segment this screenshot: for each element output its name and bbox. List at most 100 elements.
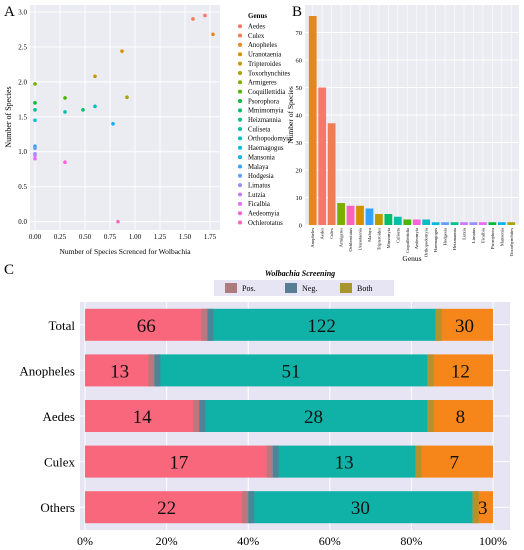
panel-b-y-axis-label: Number of Species <box>286 86 295 144</box>
x-tick-label: Limatus <box>471 228 476 243</box>
panel-b-y-ticks: 0 10 20 30 40 50 60 70 <box>296 30 303 230</box>
x-tick-label: Orthopodomyia <box>424 228 429 257</box>
y-tick-label: 2.5 <box>18 43 27 51</box>
x-tick-label: 40% <box>237 534 259 548</box>
legend-swatch <box>238 155 242 160</box>
legend-swatch <box>238 70 242 75</box>
scatter-point <box>63 96 67 100</box>
scatter-point <box>211 32 215 37</box>
legend-swatch <box>238 24 242 29</box>
x-tick-label: Culiseta <box>395 228 400 243</box>
legend-entry: Pos. <box>242 284 256 293</box>
legend-swatch <box>238 99 242 103</box>
scatter-point <box>33 146 37 151</box>
bar-segment <box>427 354 493 387</box>
legend-entry: Culiseta <box>248 126 270 133</box>
scatter-point <box>33 156 37 161</box>
legend-entry: Aedes <box>248 24 265 31</box>
bar <box>412 219 421 225</box>
legend-swatch <box>285 283 297 293</box>
x-tick-label: Aedeomyia <box>414 228 419 249</box>
x-tick-label: Armigeres <box>339 228 344 248</box>
legend-swatch <box>340 283 352 293</box>
y-tick-label: 40 <box>296 113 303 120</box>
legend-swatch <box>238 127 242 132</box>
bar-segment-edge <box>427 400 434 432</box>
legend-entry: Neg. <box>302 284 317 293</box>
y-tick-label: 0.5 <box>18 183 27 191</box>
x-tick-label: Coquillettidia <box>405 228 410 253</box>
bar-segment <box>248 491 473 524</box>
data-label: 22 <box>157 498 176 519</box>
bar-segment <box>415 445 493 478</box>
legend-entry: Ochlerotatus <box>248 220 283 227</box>
x-tick-label: Hodgesia <box>443 228 448 245</box>
legend-swatch <box>238 61 242 66</box>
bar <box>393 216 402 225</box>
panel-b-bar-chart: 0 10 20 30 40 50 60 70 Anopheles Aedes Culex Armig… <box>286 5 519 263</box>
x-tick-label: 0.00 <box>29 233 42 241</box>
x-tick-label: Lutzia <box>462 228 467 240</box>
y-tick-label: Total <box>48 318 75 333</box>
legend-entry: Uranotaenia <box>248 52 281 59</box>
legend-entry: Coquillettidia <box>248 89 285 96</box>
x-tick-label: Culex <box>329 227 334 239</box>
bar-segment-edge <box>154 354 161 387</box>
bar <box>318 87 327 225</box>
y-tick-label: 60 <box>296 58 303 65</box>
data-label: 3 <box>478 498 488 519</box>
bar <box>337 203 345 225</box>
bar-segment <box>85 308 208 341</box>
legend-swatch <box>238 89 242 94</box>
panel-a-y-axis-label: Number of Species <box>4 86 13 147</box>
legend-entry: Psorophora <box>248 98 279 105</box>
x-tick-label: Uranotaenia <box>358 228 363 250</box>
data-label: 12 <box>451 361 470 382</box>
panel-c-legend: Wolbachia Screening Pos. Neg. Both <box>214 269 394 296</box>
scatter-point <box>33 118 37 123</box>
legend-swatch <box>238 80 242 85</box>
legend-swatch <box>238 33 242 38</box>
y-tick-label: 0.0 <box>18 218 27 226</box>
legend-swatch <box>225 283 237 293</box>
bar <box>422 219 431 225</box>
panel-a-points <box>33 13 215 224</box>
data-label: 28 <box>304 407 323 428</box>
y-tick-label: Others <box>40 500 75 515</box>
legend-entry: Lutzia <box>248 192 265 199</box>
panel-a-legend: Genus Aedes Culex Anopheles Uranotaenia Trip… <box>238 12 291 227</box>
panel-a-x-ticks: 0.00 0.25 0.50 0.75 1.00 1.25 1.50 1.75 <box>29 233 217 241</box>
y-tick-label: Aedes <box>43 409 76 424</box>
data-label: 13 <box>335 453 354 474</box>
bar-segment <box>207 308 436 341</box>
x-tick-label: 1.25 <box>154 233 167 241</box>
bar <box>488 222 497 225</box>
data-label: 17 <box>169 453 188 474</box>
scatter-point <box>203 13 207 18</box>
bar <box>431 222 440 225</box>
legend-swatch <box>238 136 242 141</box>
scatter-point <box>33 153 37 158</box>
y-tick-label: 1.0 <box>18 148 27 156</box>
x-tick-label: 60% <box>319 534 341 548</box>
scatter-point <box>93 104 97 109</box>
bar <box>469 222 478 225</box>
bar <box>346 205 355 225</box>
x-tick-label: 80% <box>400 534 422 548</box>
legend-swatch <box>238 173 242 178</box>
bar-segment-edge <box>207 308 214 341</box>
legend-entry: Mansonia <box>248 154 275 161</box>
data-label: 8 <box>456 407 466 428</box>
bar <box>356 205 364 225</box>
scatter-point <box>191 17 195 21</box>
legend-entry: Tripteroides <box>248 61 281 68</box>
legend-swatch <box>238 211 242 216</box>
data-label: 30 <box>455 316 474 337</box>
legend-entry: Aedeomyia <box>248 211 279 218</box>
panel-b-grid <box>305 5 519 226</box>
scatter-point <box>63 160 67 165</box>
legend-entry: Limatus <box>248 182 271 189</box>
panel-a-x-axis-label: Number of Species Screnced for Wolbachia <box>59 247 191 256</box>
scatter-point <box>63 110 67 114</box>
bar <box>441 222 449 225</box>
